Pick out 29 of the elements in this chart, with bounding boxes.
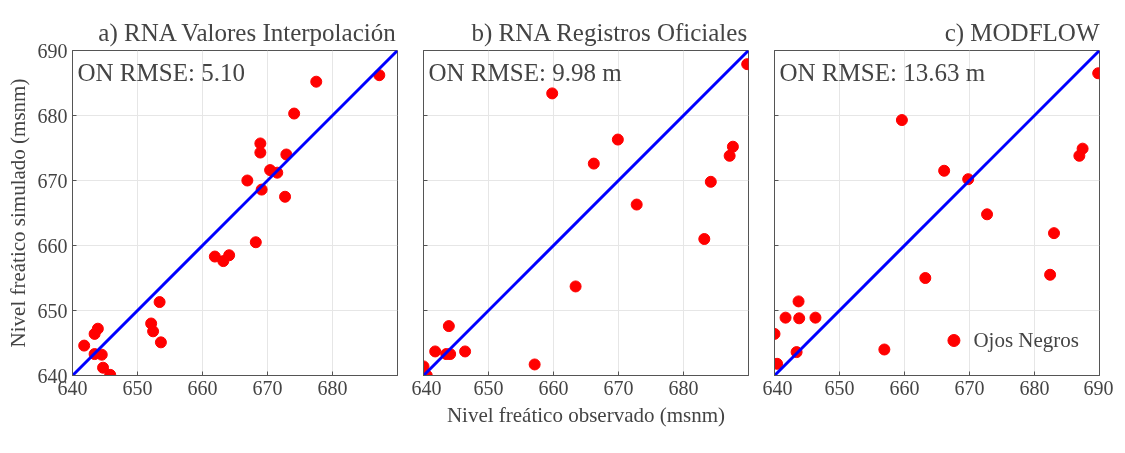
x-tick-label: 680 [668,376,699,399]
x-tick-label: 670 [603,376,634,399]
y-tick-label: 660 [37,234,68,257]
x-tick-label: 660 [187,376,218,399]
x-tick-label: 680 [317,376,348,399]
y-tick-label: 680 [37,104,68,127]
x-tick-label: 670 [252,376,283,399]
annotation: ON RMSE: 13.63 m [779,58,986,86]
y-tick-label: 650 [37,299,68,322]
annotation: ON RMSE: 9.98 m [428,58,623,86]
chart-title: b) RNA Registros Oficiales [471,18,748,47]
annotation: ON RMSE: 5.10 [77,58,245,86]
x-tick-label: 690 [1083,376,1114,399]
y-axis-title: Nivel freático simulado (msnm) [5,78,30,348]
x-tick-label: 650 [824,376,855,399]
x-tick-label: 660 [889,376,920,399]
x-tick-label: 650 [122,376,153,399]
x-tick-label: 650 [473,376,504,399]
x-tick-label: 640 [762,376,793,399]
legend-label: Ojos Negros [973,327,1079,353]
x-tick-label: 680 [1019,376,1050,399]
chart-title: c) MODFLOW [944,18,1100,47]
chart-title: a) RNA Valores Interpolación [98,18,397,47]
y-tick-label: 670 [37,169,68,192]
y-tick-label: 690 [37,39,68,62]
x-tick-label: 640 [411,376,442,399]
x-tick-label: 670 [954,376,985,399]
x-tick-label: 660 [538,376,569,399]
x-axis-title: Nivel freático observado (msnm) [446,402,726,427]
